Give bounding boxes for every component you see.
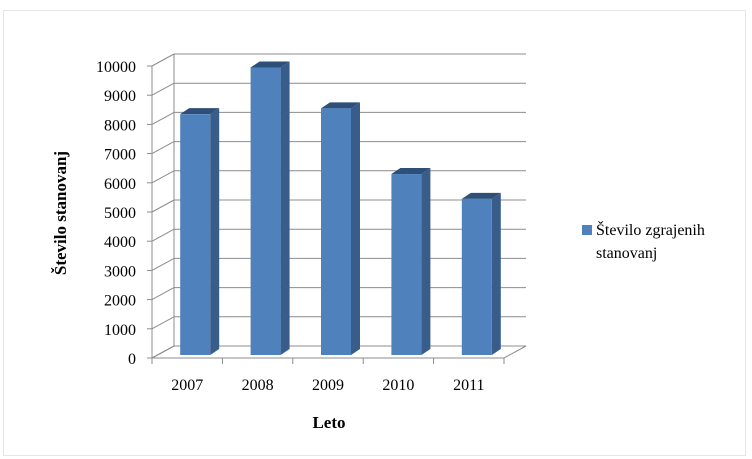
bar-front — [250, 67, 281, 356]
bars — [180, 61, 501, 356]
gridline-side — [151, 257, 175, 271]
gridline-side — [151, 287, 175, 301]
y-tick-label: 8000 — [104, 117, 136, 134]
y-tick-labels: 0 1000 2000 3000 4000 5000 6000 7000 8000 9000 100… — [96, 59, 136, 368]
y-tick-label: 1000 — [104, 322, 136, 339]
bar-top — [250, 61, 290, 68]
y-axis-title: Število stanovanj — [51, 151, 70, 275]
bar — [321, 102, 360, 355]
legend: Število zgrajenih stanovanj — [582, 220, 705, 262]
bar-front — [461, 198, 492, 355]
gridline-side — [151, 316, 175, 330]
bar-top — [391, 168, 431, 175]
bar-side — [421, 168, 431, 355]
x-tick-label: 2011 — [453, 377, 484, 394]
bar-top — [461, 192, 501, 199]
legend-label-line-1: Število zgrajenih — [596, 220, 705, 239]
y-tick-label: 3000 — [104, 263, 136, 280]
bar-side — [280, 61, 290, 356]
axes — [147, 54, 505, 364]
y-tick-label: 0 — [128, 351, 136, 368]
bar-top — [180, 108, 220, 115]
x-axis-title: Leto — [312, 413, 345, 432]
gridline-side — [151, 345, 175, 359]
x-tick-label: 2007 — [171, 377, 203, 394]
bar-top — [321, 102, 360, 109]
x-tick-label: 2009 — [312, 377, 344, 394]
x-tick-label: 2008 — [242, 377, 274, 394]
gridline-side — [151, 111, 175, 125]
gridline-side — [151, 199, 175, 213]
x-tick-labels: 2007 2008 2009 2010 2011 — [171, 377, 484, 394]
y-tick-label: 7000 — [104, 147, 136, 164]
gridline-side — [151, 228, 175, 242]
gridline-side — [151, 53, 175, 67]
bar-side — [351, 102, 360, 355]
bar — [461, 192, 501, 355]
bar-front — [391, 174, 422, 355]
x-tick-label: 2010 — [382, 377, 414, 394]
bar — [391, 168, 431, 355]
bar — [180, 108, 220, 356]
gridline-side — [151, 141, 175, 155]
bar-front — [180, 114, 211, 356]
y-tick-label: 4000 — [104, 234, 136, 251]
y-tick-label: 10000 — [96, 59, 136, 76]
bar — [250, 61, 290, 356]
bar-side — [491, 192, 501, 355]
bar-front — [321, 108, 351, 355]
y-tick-label: 5000 — [104, 205, 136, 222]
gridline-side — [151, 82, 175, 96]
bar-side — [210, 108, 220, 356]
y-tick-label: 6000 — [104, 176, 136, 193]
legend-label-line-2: stanovanj — [596, 245, 657, 262]
y-tick-label: 2000 — [104, 293, 136, 310]
legend-swatch — [582, 225, 592, 235]
gridline-side — [151, 170, 175, 184]
y-tick-label: 9000 — [104, 88, 136, 105]
